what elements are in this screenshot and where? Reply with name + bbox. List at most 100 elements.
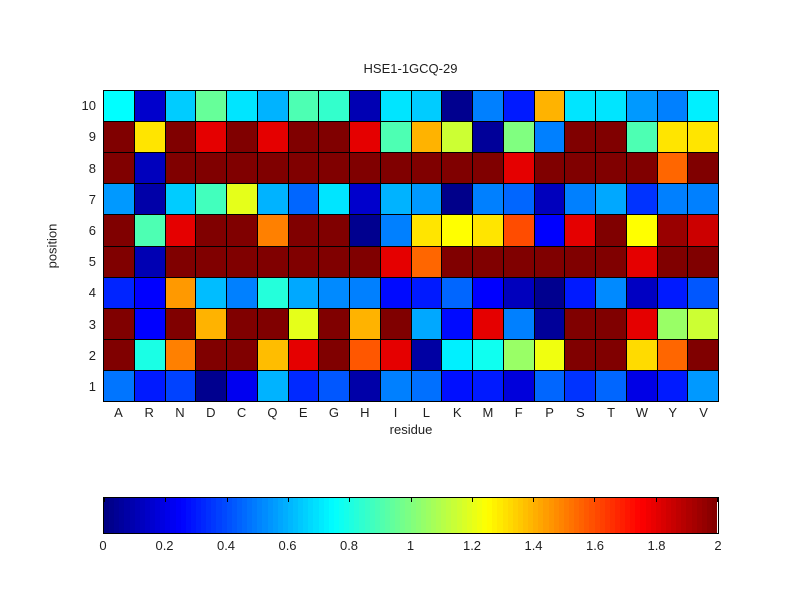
heatmap-cell-P-8: [534, 153, 565, 184]
heatmap-cell-T-10: [596, 91, 626, 122]
heatmap-cell-F-2: [503, 339, 534, 370]
colorbar-segment: [201, 498, 207, 533]
colorbar-tick-label-1.8: 1.8: [647, 538, 666, 553]
heatmap-cell-S-3: [565, 308, 595, 339]
heatmap-cell-A-6: [104, 215, 134, 246]
x-tick-label-I: I: [393, 405, 398, 420]
colorbar-segment: [155, 498, 161, 533]
heatmap-cell-Q-7: [257, 184, 288, 215]
colorbar-segment: [231, 498, 237, 533]
y-tick-label-5: 5: [88, 254, 96, 270]
heatmap-cell-L-6: [411, 215, 442, 246]
heatmap-cell-W-3: [626, 308, 657, 339]
colorbar-segment: [298, 498, 304, 533]
colorbar-segment: [359, 498, 365, 533]
heatmap-cell-W-10: [626, 91, 657, 122]
colorbar-segment: [543, 498, 549, 533]
heatmap-cell-D-8: [196, 153, 226, 184]
colorbar-tick-label-2: 2: [714, 538, 722, 553]
colorbar-segment: [589, 498, 595, 533]
heatmap-cell-M-9: [473, 122, 503, 153]
colorbar-segment: [267, 498, 273, 533]
heatmap-cell-Q-8: [257, 153, 288, 184]
colorbar-segment: [599, 498, 605, 533]
heatmap-cell-R-9: [134, 122, 165, 153]
colorbar-segment: [420, 498, 426, 533]
colorbar-segment: [507, 498, 513, 533]
heatmap-cell-C-1: [227, 370, 257, 401]
colorbar-tick-mark: [655, 498, 657, 502]
heatmap-cell-M-5: [473, 246, 503, 277]
heatmap-cell-H-3: [350, 308, 380, 339]
heatmap-cell-E-3: [288, 308, 319, 339]
heatmap-cell-F-3: [503, 308, 534, 339]
heatmap-cell-S-2: [565, 339, 595, 370]
heatmap-cell-K-2: [442, 339, 472, 370]
colorbar-segment: [660, 498, 667, 533]
heatmap-cell-S-8: [565, 153, 595, 184]
heatmap-cell-A-3: [104, 308, 134, 339]
heatmap-cell-S-10: [565, 91, 595, 122]
y-tick-label-3: 3: [88, 316, 96, 332]
heatmap-cell-G-1: [319, 370, 349, 401]
heatmap-cell-K-9: [442, 122, 472, 153]
heatmap-cell-M-3: [473, 308, 503, 339]
heatmap-cell-Y-10: [657, 91, 688, 122]
colorbar-segment: [712, 498, 718, 533]
y-tick-label-1: 1: [88, 378, 96, 394]
heatmap-cell-V-3: [688, 308, 718, 339]
x-tick-label-K: K: [452, 405, 462, 420]
colorbar-segment: [318, 498, 324, 533]
heatmap-cell-C-8: [227, 153, 257, 184]
heatmap-cell-R-7: [134, 184, 165, 215]
heatmap-cell-H-7: [350, 184, 380, 215]
colorbar-tick-mark: [349, 498, 351, 502]
heatmap-cell-Y-3: [657, 308, 688, 339]
heatmap-cell-N-10: [165, 91, 196, 122]
heatmap-cell-I-4: [380, 277, 411, 308]
y-tick-label-8: 8: [88, 160, 96, 176]
heatmap-cell-P-5: [534, 246, 565, 277]
heatmap-cell-P-9: [534, 122, 565, 153]
colorbar-tick-mark: [226, 498, 228, 502]
heatmap-cell-R-4: [134, 277, 165, 308]
colorbar-segment: [604, 498, 610, 533]
colorbar-tick-label-0: 0: [99, 538, 107, 553]
colorbar-segment: [471, 498, 477, 533]
heatmap-cell-F-10: [503, 91, 534, 122]
heatmap-cell-E-7: [288, 184, 319, 215]
heatmap-cell-L-5: [411, 246, 442, 277]
colorbar-segment: [165, 498, 171, 533]
heatmap-cell-N-8: [165, 153, 196, 184]
x-axis-label: residue: [389, 422, 433, 437]
colorbar-segment: [119, 498, 125, 533]
heatmap-cell-I-10: [380, 91, 411, 122]
heatmap-cell-F-5: [503, 246, 534, 277]
heatmap-cell-P-4: [534, 277, 565, 308]
heatmap-cell-M-6: [473, 215, 503, 246]
colorbar-segment: [676, 498, 682, 533]
heatmap-cell-W-7: [626, 184, 657, 215]
colorbar-segment: [328, 498, 334, 533]
colorbar-segment: [625, 498, 631, 533]
colorbar-segment: [609, 498, 615, 533]
heatmap-cell-G-2: [319, 339, 349, 370]
colorbar-segment: [558, 498, 564, 533]
heatmap-cell-Q-6: [257, 215, 288, 246]
heatmap-cell-C-4: [227, 277, 257, 308]
heatmap-cell-Y-4: [657, 277, 688, 308]
colorbar-segment: [339, 498, 345, 533]
colorbar-segment: [400, 498, 406, 533]
colorbar-segment: [574, 498, 580, 533]
heatmap-cell-C-10: [227, 91, 257, 122]
heatmap-cell-T-3: [596, 308, 626, 339]
colorbar-segment: [691, 498, 697, 533]
heatmap-cell-K-4: [442, 277, 472, 308]
colorbar-segment: [548, 498, 554, 533]
heatmap-cell-H-6: [350, 215, 380, 246]
chart-title: HSE1-1GCQ-29: [363, 61, 458, 76]
colorbar-segment: [114, 498, 120, 533]
colorbar-segment: [538, 498, 544, 533]
x-tick-label-L: L: [422, 405, 430, 420]
colorbar-segment: [482, 498, 488, 533]
